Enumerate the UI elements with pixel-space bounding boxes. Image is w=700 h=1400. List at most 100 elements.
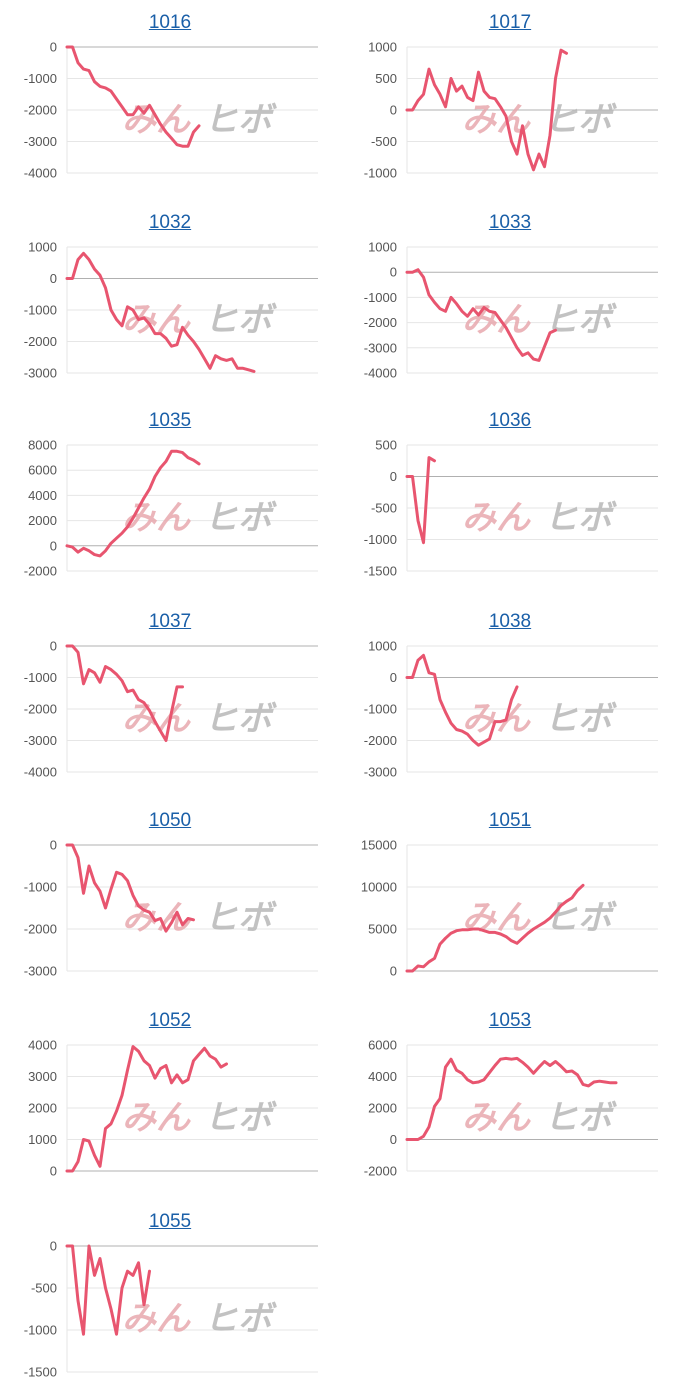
y-tick-label: -1500 — [364, 564, 397, 579]
watermark-left: みん — [462, 100, 531, 140]
y-tick-label: -1000 — [24, 71, 57, 86]
watermark-right: ヒボ — [544, 300, 617, 340]
y-tick-label: 0 — [50, 639, 57, 654]
y-tick-label: 0 — [50, 271, 57, 286]
y-tick-label: 0 — [50, 538, 57, 553]
line-chart: 1000 500 0 -500 -1000 みん ヒボ — [364, 40, 658, 181]
y-tick-label: 2000 — [368, 1101, 397, 1116]
watermark-right: ヒボ — [204, 898, 277, 938]
chart-title-link[interactable]: 1035 — [148, 410, 192, 431]
y-tick-label: -4000 — [24, 765, 57, 780]
data-line — [405, 883, 585, 973]
y-tick-label: -2000 — [364, 315, 397, 330]
y-tick-label: -500 — [371, 134, 397, 149]
y-tick-label: -4000 — [364, 366, 397, 381]
chart-panel-1032: 1032 1000 0 -1000 -2000 -3000 みん ヒボ — [0, 200, 340, 400]
line-chart: 4000 3000 2000 1000 0 みん ヒボ — [28, 1038, 318, 1179]
data-line — [65, 45, 201, 148]
watermark-left: みん — [122, 1299, 191, 1339]
y-tick-label: 500 — [375, 438, 397, 453]
y-tick-label: 1000 — [368, 240, 397, 255]
watermark-right: ヒボ — [204, 300, 277, 340]
data-line — [65, 1045, 228, 1173]
data-line — [405, 1056, 618, 1141]
chart-title-link[interactable]: 1032 — [148, 212, 192, 233]
y-tick-label: 500 — [375, 71, 397, 86]
y-tick-label: 0 — [390, 265, 397, 280]
y-tick-label: 0 — [50, 1164, 57, 1179]
y-tick-label: 0 — [50, 838, 57, 853]
y-tick-label: 0 — [390, 1132, 397, 1147]
y-tick-label: 4000 — [28, 488, 57, 503]
watermark-right: ヒボ — [204, 100, 277, 140]
watermark-right: ヒボ — [544, 498, 617, 538]
chart-title-link[interactable]: 1053 — [488, 1010, 532, 1031]
chart-panel-1017: 1017 1000 500 0 -500 -1000 みん ヒボ — [340, 0, 680, 200]
line-chart: 500 0 -500 -1000 -1500 みん ヒボ — [364, 438, 658, 579]
chart-panel-1050: 1050 0 -1000 -2000 -3000 みん ヒボ — [0, 798, 340, 998]
chart-title-link[interactable]: 1051 — [488, 810, 532, 831]
y-tick-label: 10000 — [361, 880, 397, 895]
y-tick-label: 6000 — [28, 463, 57, 478]
y-tick-label: 0 — [390, 103, 397, 118]
y-tick-label: -1000 — [364, 290, 397, 305]
y-tick-label: 1000 — [28, 1132, 57, 1147]
y-tick-label: -2000 — [364, 733, 397, 748]
chart-panel-1033: 1033 1000 0 -1000 -2000 -3000 -4000 みん ヒボ — [340, 200, 680, 400]
chart-title-link[interactable]: 1050 — [148, 810, 192, 831]
y-tick-label: -3000 — [24, 134, 57, 149]
y-tick-label: 4000 — [28, 1038, 57, 1053]
y-tick-label: 1000 — [368, 40, 397, 55]
watermark-right: ヒボ — [204, 699, 277, 739]
chart-title-link[interactable]: 1037 — [148, 611, 192, 632]
y-tick-label: -1000 — [364, 532, 397, 547]
watermark-right: ヒボ — [204, 1098, 277, 1138]
y-tick-label: -2000 — [24, 702, 57, 717]
y-tick-label: 0 — [50, 1239, 57, 1254]
chart-panel-1038: 1038 1000 0 -1000 -2000 -3000 みん ヒボ — [340, 599, 680, 799]
chart-panel-1052: 1052 4000 3000 2000 1000 0 みん ヒボ — [0, 998, 340, 1198]
y-tick-label: 8000 — [28, 438, 57, 453]
y-tick-label: -500 — [371, 501, 397, 516]
y-tick-label: 5000 — [368, 922, 397, 937]
data-line — [65, 644, 184, 742]
y-tick-label: 0 — [390, 469, 397, 484]
y-tick-label: -1000 — [24, 670, 57, 685]
chart-title-link[interactable]: 1033 — [488, 212, 532, 233]
y-tick-label: -1000 — [24, 880, 57, 895]
watermark-left: みん — [122, 699, 191, 739]
chart-panel-1036: 1036 500 0 -500 -1000 -1500 みん ヒボ — [340, 398, 680, 598]
data-line — [405, 48, 568, 172]
line-chart: 1000 0 -1000 -2000 -3000 -4000 みん ヒボ — [364, 240, 658, 381]
y-tick-label: 1000 — [28, 240, 57, 255]
data-line — [65, 251, 256, 373]
watermark-right: ヒボ — [544, 699, 617, 739]
chart-title-link[interactable]: 1052 — [148, 1010, 192, 1031]
chart-panel-1051: 1051 15000 10000 5000 0 みん ヒボ — [340, 798, 680, 998]
watermark-right: ヒボ — [544, 898, 617, 938]
chart-title-link[interactable]: 1017 — [488, 12, 532, 33]
chart-title-link[interactable]: 1036 — [488, 410, 532, 431]
watermark-right: ヒボ — [204, 1299, 277, 1339]
y-tick-label: 2000 — [28, 513, 57, 528]
y-tick-label: 1000 — [368, 639, 397, 654]
watermark-left: みん — [462, 699, 531, 739]
watermark-left: みん — [462, 1098, 531, 1138]
chart-panel-1035: 1035 8000 6000 4000 2000 0 -2000 みん ヒボ — [0, 398, 340, 598]
chart-title-link[interactable]: 1055 — [148, 1211, 192, 1232]
watermark-right: ヒボ — [544, 1098, 617, 1138]
y-tick-label: -3000 — [24, 964, 57, 979]
chart-title-link[interactable]: 1038 — [488, 611, 532, 632]
data-line — [65, 843, 195, 933]
watermark-right: ヒボ — [544, 100, 617, 140]
y-tick-label: -2000 — [24, 103, 57, 118]
y-tick-label: -2000 — [24, 564, 57, 579]
chart-title-link[interactable]: 1016 — [148, 12, 192, 33]
y-tick-label: 0 — [390, 670, 397, 685]
y-tick-label: -2000 — [24, 922, 57, 937]
